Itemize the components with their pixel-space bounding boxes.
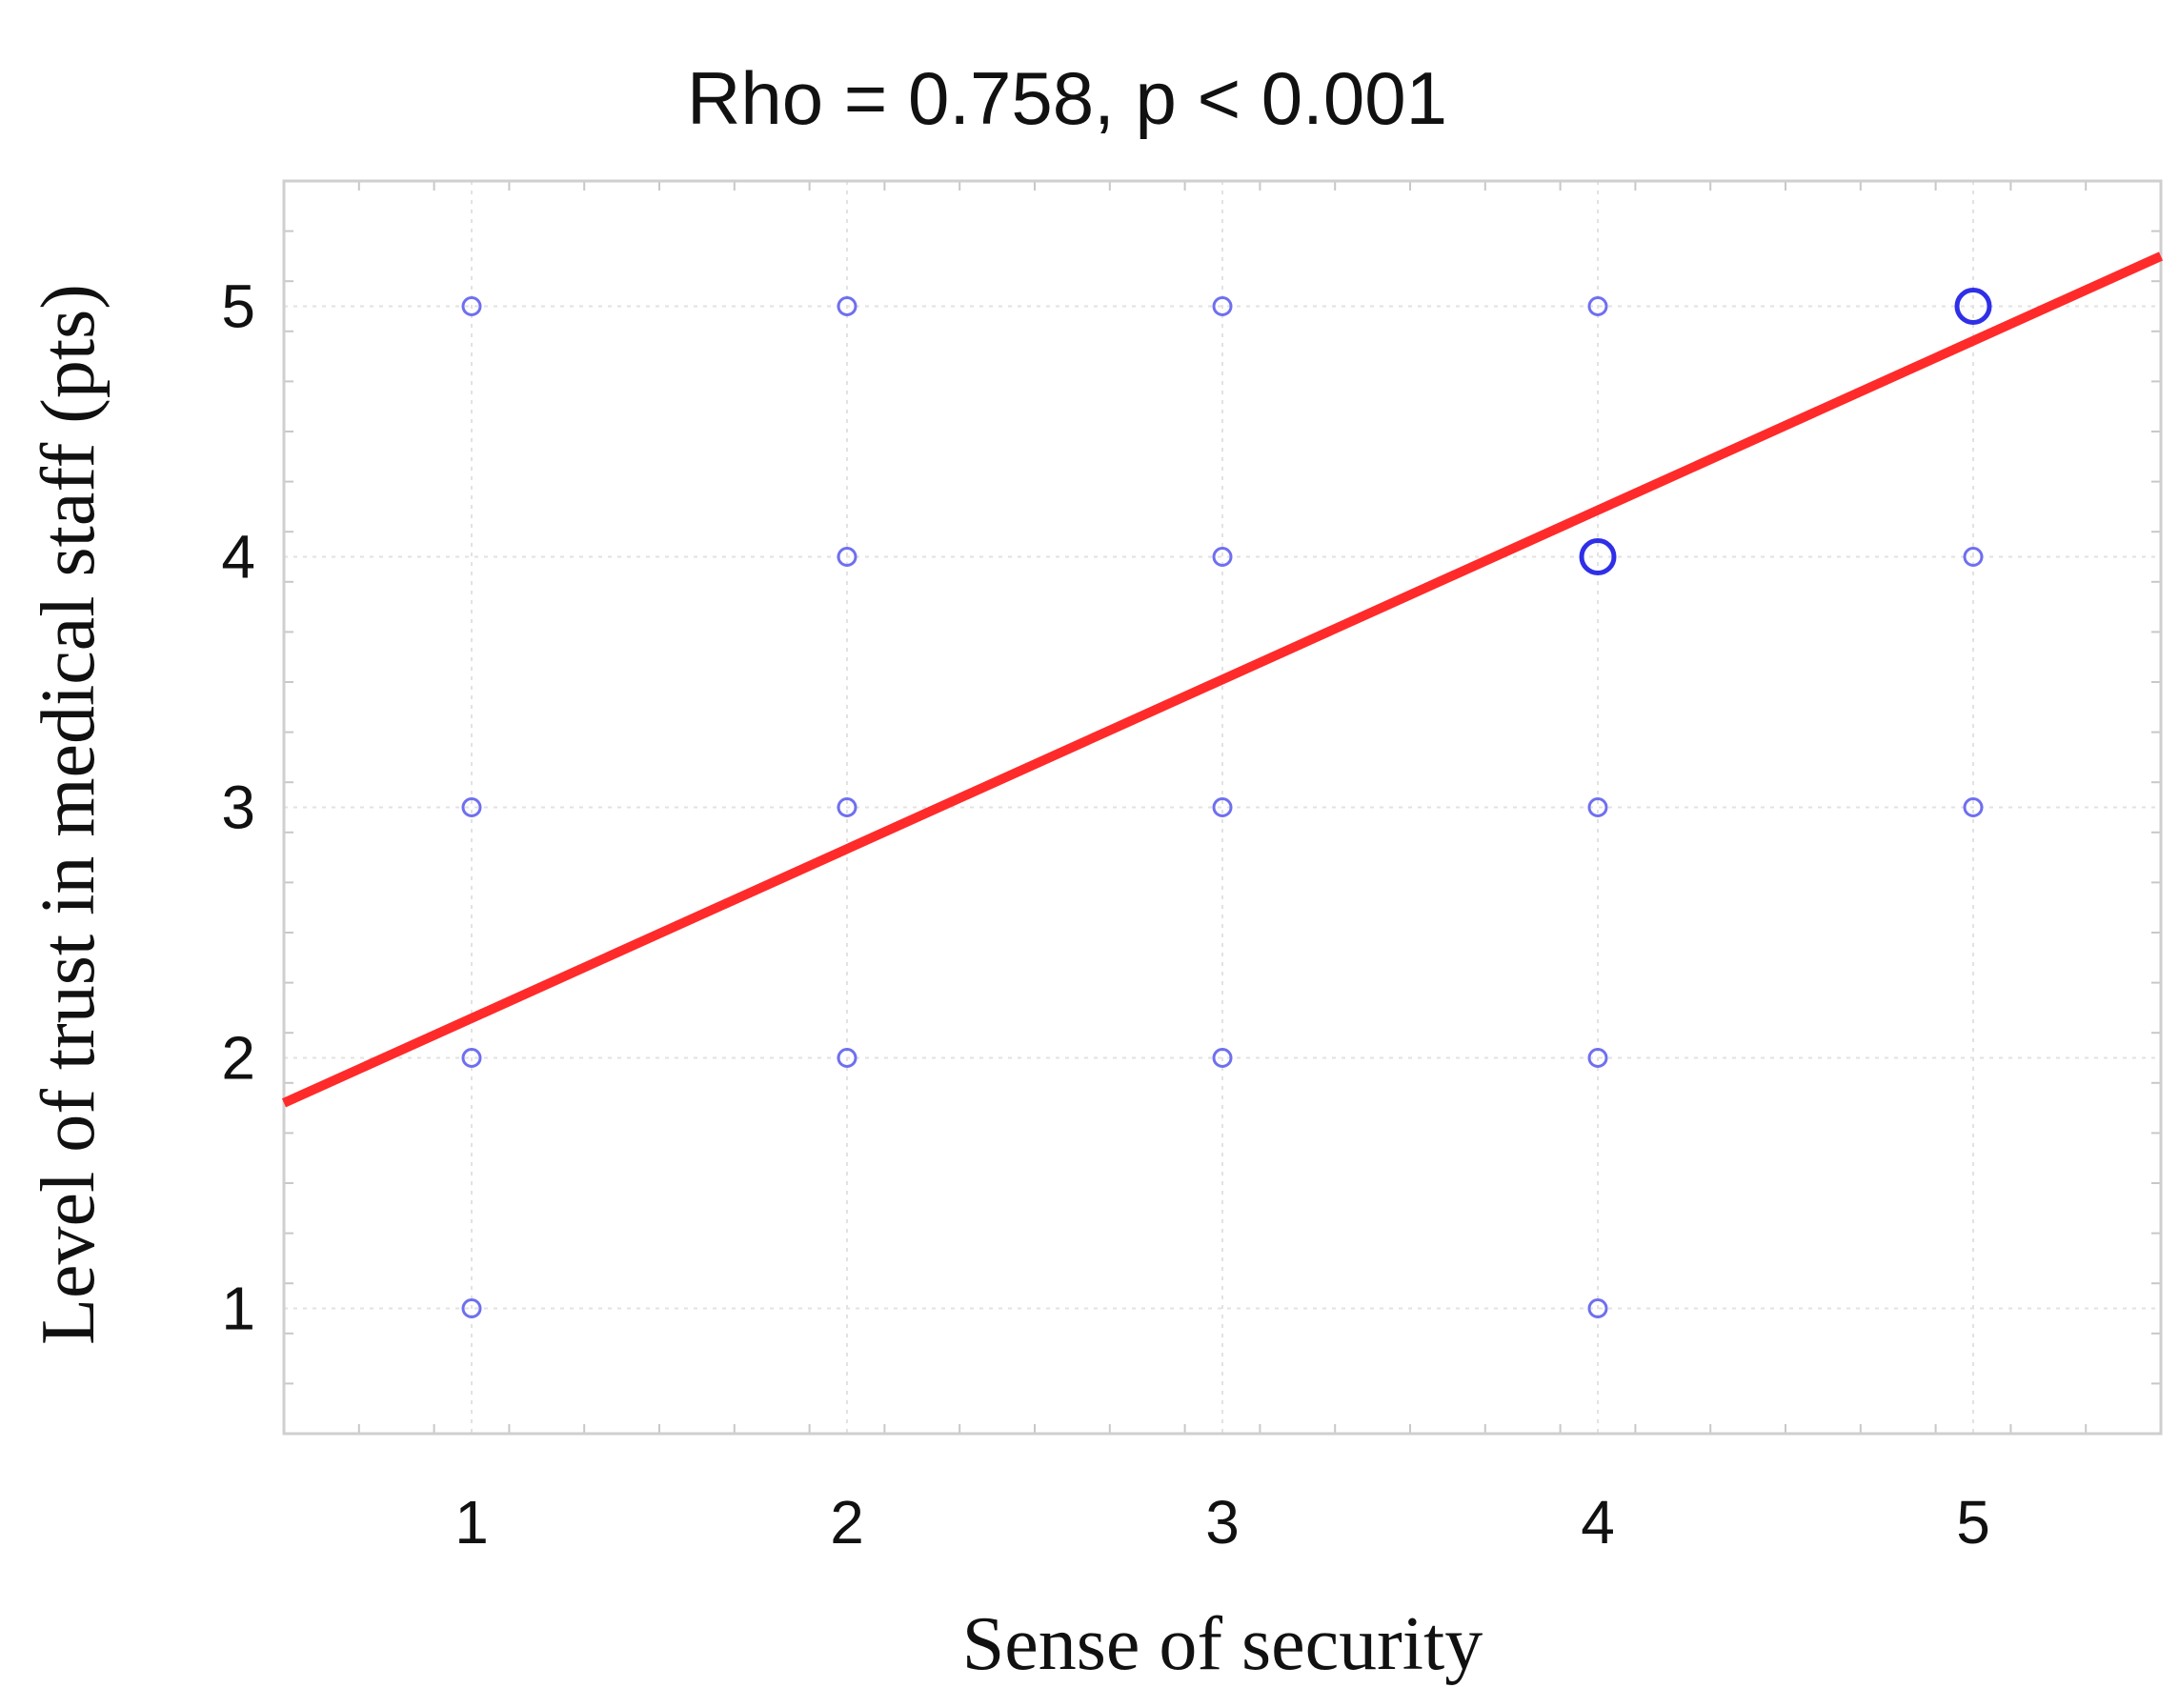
x-tick-label: 3 (1205, 1488, 1240, 1557)
x-tick-label: 2 (830, 1488, 864, 1557)
data-point (461, 1298, 482, 1318)
minor-ticks (283, 180, 2162, 1435)
data-points (461, 288, 1992, 1318)
data-point (837, 547, 857, 567)
y-tick-label: 1 (221, 1275, 255, 1343)
data-point (1587, 1298, 1608, 1318)
data-point (1963, 547, 1984, 567)
data-point (1963, 797, 1984, 817)
data-point (837, 1048, 857, 1068)
data-point (1212, 797, 1233, 817)
x-tick-label: 4 (1581, 1488, 1615, 1557)
data-point (1954, 288, 1992, 325)
data-point (461, 296, 482, 316)
fit-line-layer (281, 251, 2164, 1108)
data-point (461, 1048, 482, 1068)
y-axis-title: Level of trust in medical staff (pts) (27, 284, 111, 1345)
data-point (1587, 797, 1608, 817)
x-axis-title: Sense of security (962, 1602, 1483, 1686)
y-tick-label: 3 (221, 774, 255, 842)
x-tick-label: 1 (454, 1488, 489, 1557)
data-point (1587, 1048, 1608, 1068)
plot-area (282, 179, 2163, 1436)
data-point (1587, 296, 1608, 316)
fit-line (281, 251, 2164, 1108)
y-axis-ticks: 1 2 3 4 5 (221, 272, 255, 1343)
data-point (1212, 296, 1233, 316)
y-tick-label: 5 (221, 272, 255, 341)
chart-title: Rho = 0.758, p < 0.001 (687, 56, 1447, 140)
data-point (1579, 538, 1617, 575)
x-tick-label: 5 (1956, 1488, 1990, 1557)
grid (284, 181, 2161, 1434)
x-axis-ticks: 1 2 3 4 5 (454, 1488, 1990, 1557)
data-point (837, 296, 857, 316)
data-point (461, 797, 482, 817)
y-tick-label: 2 (221, 1024, 255, 1093)
data-point (837, 797, 857, 817)
data-point (1212, 1048, 1233, 1068)
y-tick-label: 4 (221, 523, 255, 592)
data-point (1212, 547, 1233, 567)
